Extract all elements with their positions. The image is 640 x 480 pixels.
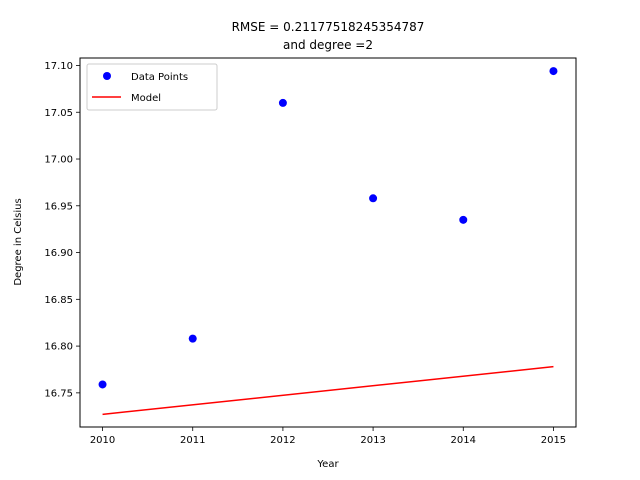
y-tick-label-6: 17.05	[44, 108, 73, 119]
chart-title-line-2: and degree =2	[283, 38, 373, 52]
x-tick-label-2014: 2014	[451, 435, 476, 446]
data-point-2013	[369, 194, 378, 203]
legend-box	[86, 63, 218, 111]
legend-marker-data-points	[103, 72, 111, 80]
legend: Data Points Model	[86, 63, 218, 111]
x-tick-label-2013: 2013	[360, 435, 385, 446]
data-point-2014	[459, 215, 468, 224]
x-tick-label-2010: 2010	[90, 435, 115, 446]
y-tick-label-4: 16.95	[44, 201, 73, 212]
y-axis-ticks: 16.75 16.80 16.85 16.90 16.95 17.00 17.05 17.10	[44, 61, 80, 399]
x-tick-label-2012: 2012	[270, 435, 295, 446]
y-tick-label-0: 16.75	[44, 388, 73, 399]
data-point-2010	[98, 380, 107, 389]
data-point-2011	[188, 334, 197, 343]
y-tick-label-7: 17.10	[44, 61, 73, 72]
legend-label-data-points: Data Points	[131, 72, 188, 83]
y-tick-label-3: 16.90	[44, 248, 73, 259]
legend-label-model: Model	[131, 93, 161, 104]
chart-marks	[98, 67, 558, 416]
axes-frame	[79, 57, 577, 428]
x-axis-ticks: 2010 2011 2012 2013 2014 2015	[90, 427, 566, 446]
y-tick-label-1: 16.80	[44, 342, 73, 353]
chart-title-line-1: RMSE = 0.21177518245354787	[232, 20, 425, 34]
x-tick-label-2011: 2011	[180, 435, 205, 446]
data-point-2012	[278, 98, 287, 107]
x-axis-label: Year	[316, 459, 339, 470]
plot-area	[79, 57, 577, 428]
model-line	[102, 365, 554, 416]
y-tick-label-2: 16.85	[44, 295, 73, 306]
x-tick-label-2015: 2015	[541, 435, 566, 446]
y-axis-label: Degree in Celsius	[13, 198, 24, 285]
y-tick-label-5: 17.00	[44, 155, 73, 166]
data-point-2015	[549, 67, 558, 76]
